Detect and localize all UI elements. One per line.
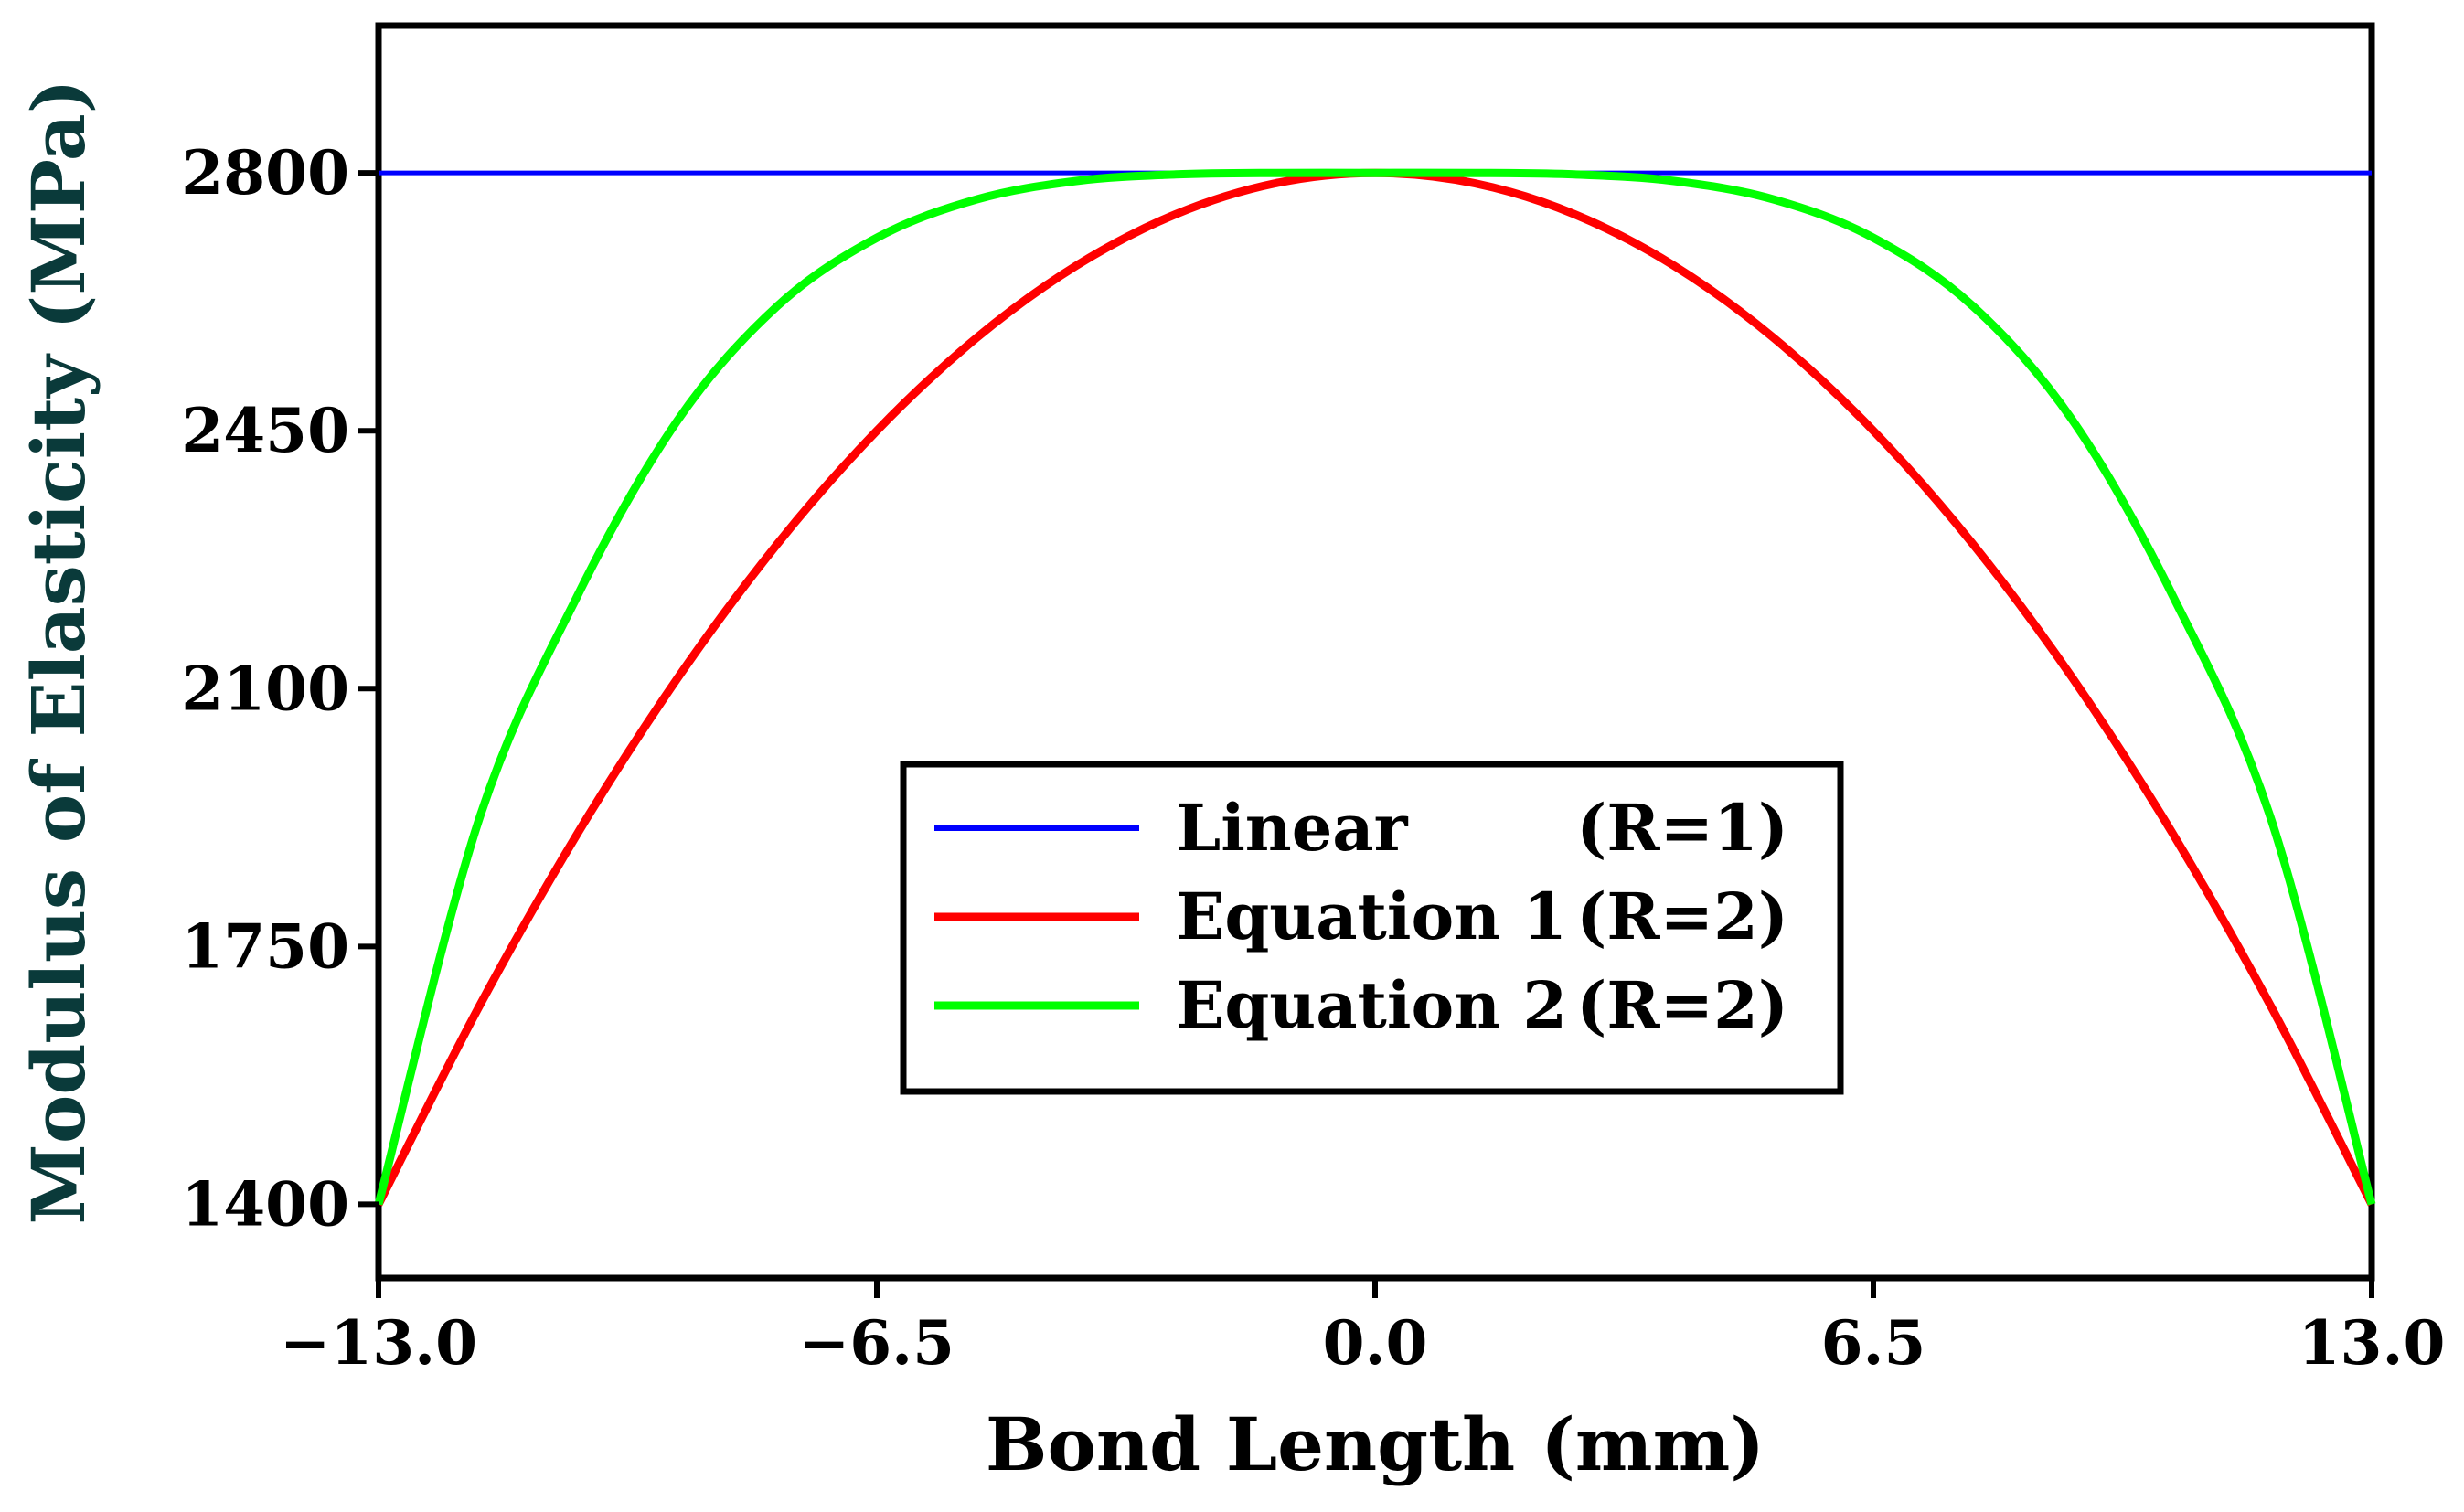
y-tick-label: 2450	[181, 395, 349, 466]
legend-label-2: Equation 1	[1176, 878, 1567, 954]
legend-label-3: Equation 2	[1176, 967, 1567, 1043]
series-layer	[374, 168, 2376, 1207]
x-axis-ticks: −13.0 −6.5 0.0 6.5 13.0	[280, 1278, 2445, 1379]
legend: Linear (R=1)Equation 1 (R=2)Equation 2 (R=2…	[900, 761, 1844, 1095]
x-tick-label: 0.0	[1323, 1307, 1428, 1379]
y-tick-label: 2100	[181, 653, 349, 724]
x-tick-label: −6.5	[799, 1307, 955, 1379]
legend-annotation-1: (R=1)	[1576, 790, 1788, 866]
series-line-3	[374, 168, 2376, 1206]
legend-box	[900, 761, 1844, 1095]
x-axis-title: Bond Length (mm)	[986, 1401, 1765, 1487]
x-tick-label: 6.5	[1821, 1307, 1926, 1379]
x-tick-label: −13.0	[280, 1307, 477, 1379]
y-tick-label: 2800	[181, 137, 349, 208]
legend-label-1: Linear	[1176, 790, 1409, 866]
legend-annotation-2: (R=2)	[1576, 878, 1788, 954]
y-axis-ticks: 1400 1750 2100 2450 2800	[181, 137, 379, 1240]
x-tick-label: 13.0	[2299, 1307, 2446, 1379]
y-tick-label: 1400	[181, 1168, 349, 1240]
y-axis-title: Modulus of Elasticity (MPa)	[16, 79, 101, 1224]
y-tick-label: 1750	[181, 910, 349, 982]
legend-annotation-3: (R=2)	[1576, 967, 1788, 1043]
